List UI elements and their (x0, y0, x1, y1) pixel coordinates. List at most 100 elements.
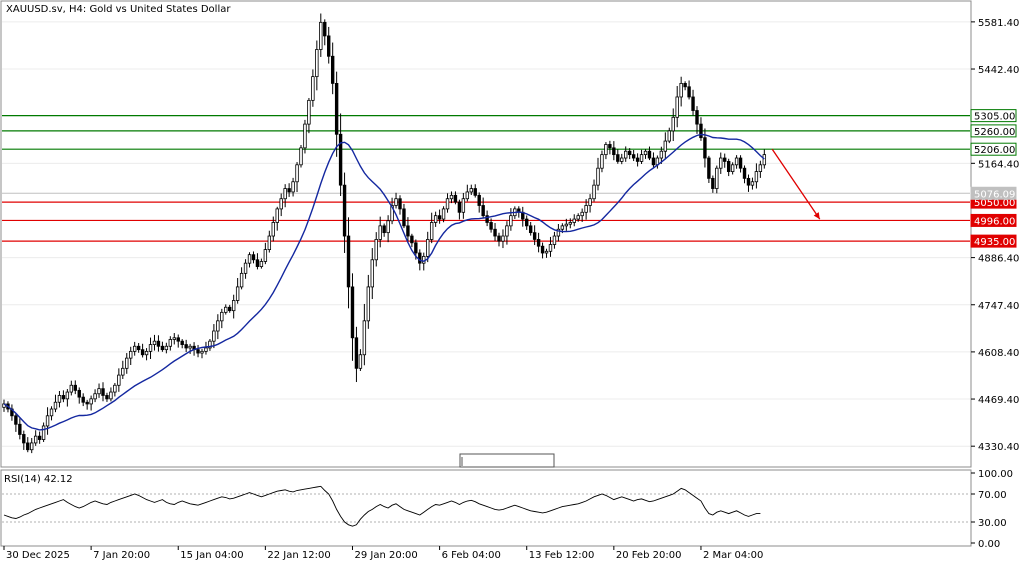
candle-body-93 (370, 259, 374, 288)
candle-body-185 (734, 157, 739, 166)
candle-161 (639, 149, 644, 164)
candle-63 (251, 251, 256, 264)
candle-body-105 (418, 252, 422, 264)
candle-body-32 (129, 350, 133, 359)
candle-34 (136, 343, 141, 353)
candle-body-72 (287, 188, 291, 193)
candle-146 (580, 208, 584, 222)
time-tick-label-3: 22 Jan 12:00 (267, 550, 330, 561)
candle-body-190 (754, 171, 759, 183)
candle-body-110 (437, 215, 442, 220)
resistance-label-2-text: 5206.00 (974, 145, 1015, 156)
candle-body-36 (144, 350, 149, 356)
candle-169 (671, 108, 675, 142)
forecast-arrow[interactable] (771, 148, 821, 220)
horizontal-levels[interactable] (2, 115, 970, 242)
candle-body-24 (97, 388, 101, 395)
candle-body-50 (200, 350, 204, 354)
candle-body-28 (113, 384, 117, 393)
candle-79 (315, 40, 319, 91)
candle-143 (568, 218, 572, 229)
candle-122 (485, 210, 489, 227)
candle-body-14 (57, 395, 62, 403)
candle-body-138 (548, 244, 553, 252)
candle-body-115 (457, 201, 462, 213)
candle-21 (85, 399, 89, 410)
candle-body-66 (263, 249, 268, 262)
candle-94 (374, 232, 378, 267)
candle-23 (93, 389, 97, 403)
candle-27 (109, 387, 113, 402)
candle-body-62 (247, 254, 252, 264)
candle-body-53 (212, 330, 216, 342)
candle-120 (477, 192, 481, 213)
candle-86 (342, 172, 347, 253)
candle-116 (461, 192, 466, 219)
candle-182 (723, 153, 727, 168)
candle-8 (33, 430, 38, 446)
candle-body-46 (184, 344, 188, 349)
candle-body-174 (691, 96, 695, 111)
candle-91 (362, 303, 367, 366)
candle-body-187 (742, 167, 747, 179)
candle-132 (525, 215, 529, 230)
candle-112 (445, 193, 450, 213)
candle-body-153 (608, 144, 612, 149)
candle-body-88 (350, 286, 355, 339)
candle-body-6 (26, 442, 30, 451)
candle-16 (65, 389, 70, 407)
candle-body-163 (647, 150, 652, 159)
candle-body-183 (726, 161, 731, 172)
candle-74 (295, 162, 299, 193)
candle-body-71 (283, 188, 287, 200)
candle-body-12 (49, 408, 54, 417)
candle-body-35 (140, 349, 145, 356)
candle-19 (77, 387, 81, 404)
candle-111 (441, 206, 446, 223)
candle-26 (105, 392, 109, 402)
candle-142 (564, 218, 569, 231)
candle-body-89 (354, 337, 359, 369)
candle-body-175 (695, 110, 699, 125)
candle-body-5 (22, 434, 26, 444)
forecast-arrow-line[interactable] (771, 148, 821, 220)
candle-172 (683, 81, 687, 91)
candle-13 (53, 394, 58, 413)
scroll-navigator[interactable] (459, 453, 555, 468)
candle-32 (129, 346, 133, 366)
candle-52 (208, 339, 212, 351)
candle-body-169 (671, 116, 675, 132)
candle-89 (354, 326, 359, 383)
candle-body-25 (101, 388, 105, 396)
candle-72 (287, 183, 291, 197)
candle-152 (604, 142, 608, 160)
resistance-label-1-text: 5260.00 (974, 127, 1015, 138)
candle-123 (489, 218, 493, 233)
candle-95 (378, 216, 382, 248)
candle-body-148 (588, 198, 592, 206)
candle-83 (330, 42, 335, 95)
candle-45 (180, 339, 184, 349)
candle-6 (26, 437, 30, 453)
navigator-box[interactable] (459, 453, 555, 468)
candle-body-113 (449, 194, 454, 200)
candle-41 (164, 342, 169, 354)
candle-body-158 (627, 150, 632, 156)
price-tick-label-6: 4469.40 (978, 395, 1019, 406)
candle-119 (473, 184, 477, 198)
candle-40 (160, 341, 165, 352)
candle-body-75 (299, 147, 303, 166)
candle-190 (754, 163, 759, 189)
price-tick-label-3: 4886.40 (978, 254, 1019, 265)
candle-body-33 (132, 345, 137, 352)
candle-body-171 (679, 83, 683, 98)
candle-49 (196, 344, 200, 358)
candle-167 (663, 132, 668, 160)
candle-body-189 (750, 181, 755, 186)
candle-90 (358, 349, 363, 371)
candle-59 (235, 278, 240, 304)
candle-110 (437, 209, 442, 224)
